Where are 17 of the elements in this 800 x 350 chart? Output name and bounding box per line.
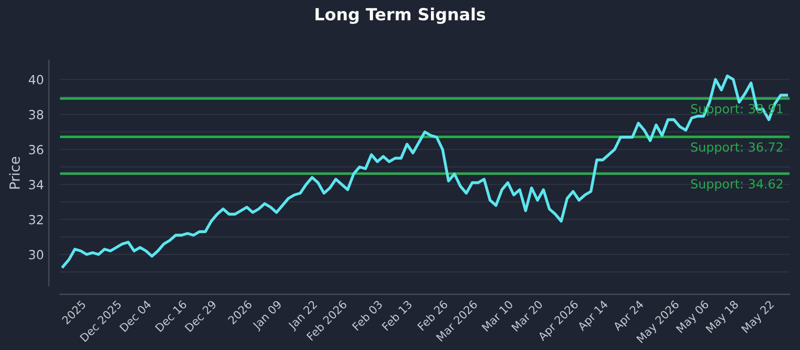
x-tick-label: Feb 13 — [381, 300, 412, 331]
line-series — [62, 74, 788, 268]
y-axis-title: Price — [9, 156, 20, 189]
y-tick-label: 38 — [29, 110, 44, 120]
ref-line-label: Support: 34.62 — [691, 179, 782, 191]
y-tick-label: 36 — [29, 144, 44, 154]
x-tick-label: Mar 20 — [511, 300, 544, 332]
x-tick-label: Dec 04 — [119, 300, 152, 332]
x-tick-label: Apr 14 — [576, 300, 610, 333]
y-tick-label: 32 — [29, 214, 43, 224]
ref-line-label: Support: 36.72 — [691, 142, 782, 154]
y-tick-label: 40 — [28, 74, 44, 84]
y-tick-label: 34 — [29, 180, 44, 190]
y-tick-label: 30 — [29, 250, 44, 260]
x-tick-label: Jan 09 — [252, 300, 284, 332]
chart-title: Long Term Signals — [316, 8, 486, 24]
x-tick-label: Feb 03 — [352, 300, 383, 331]
